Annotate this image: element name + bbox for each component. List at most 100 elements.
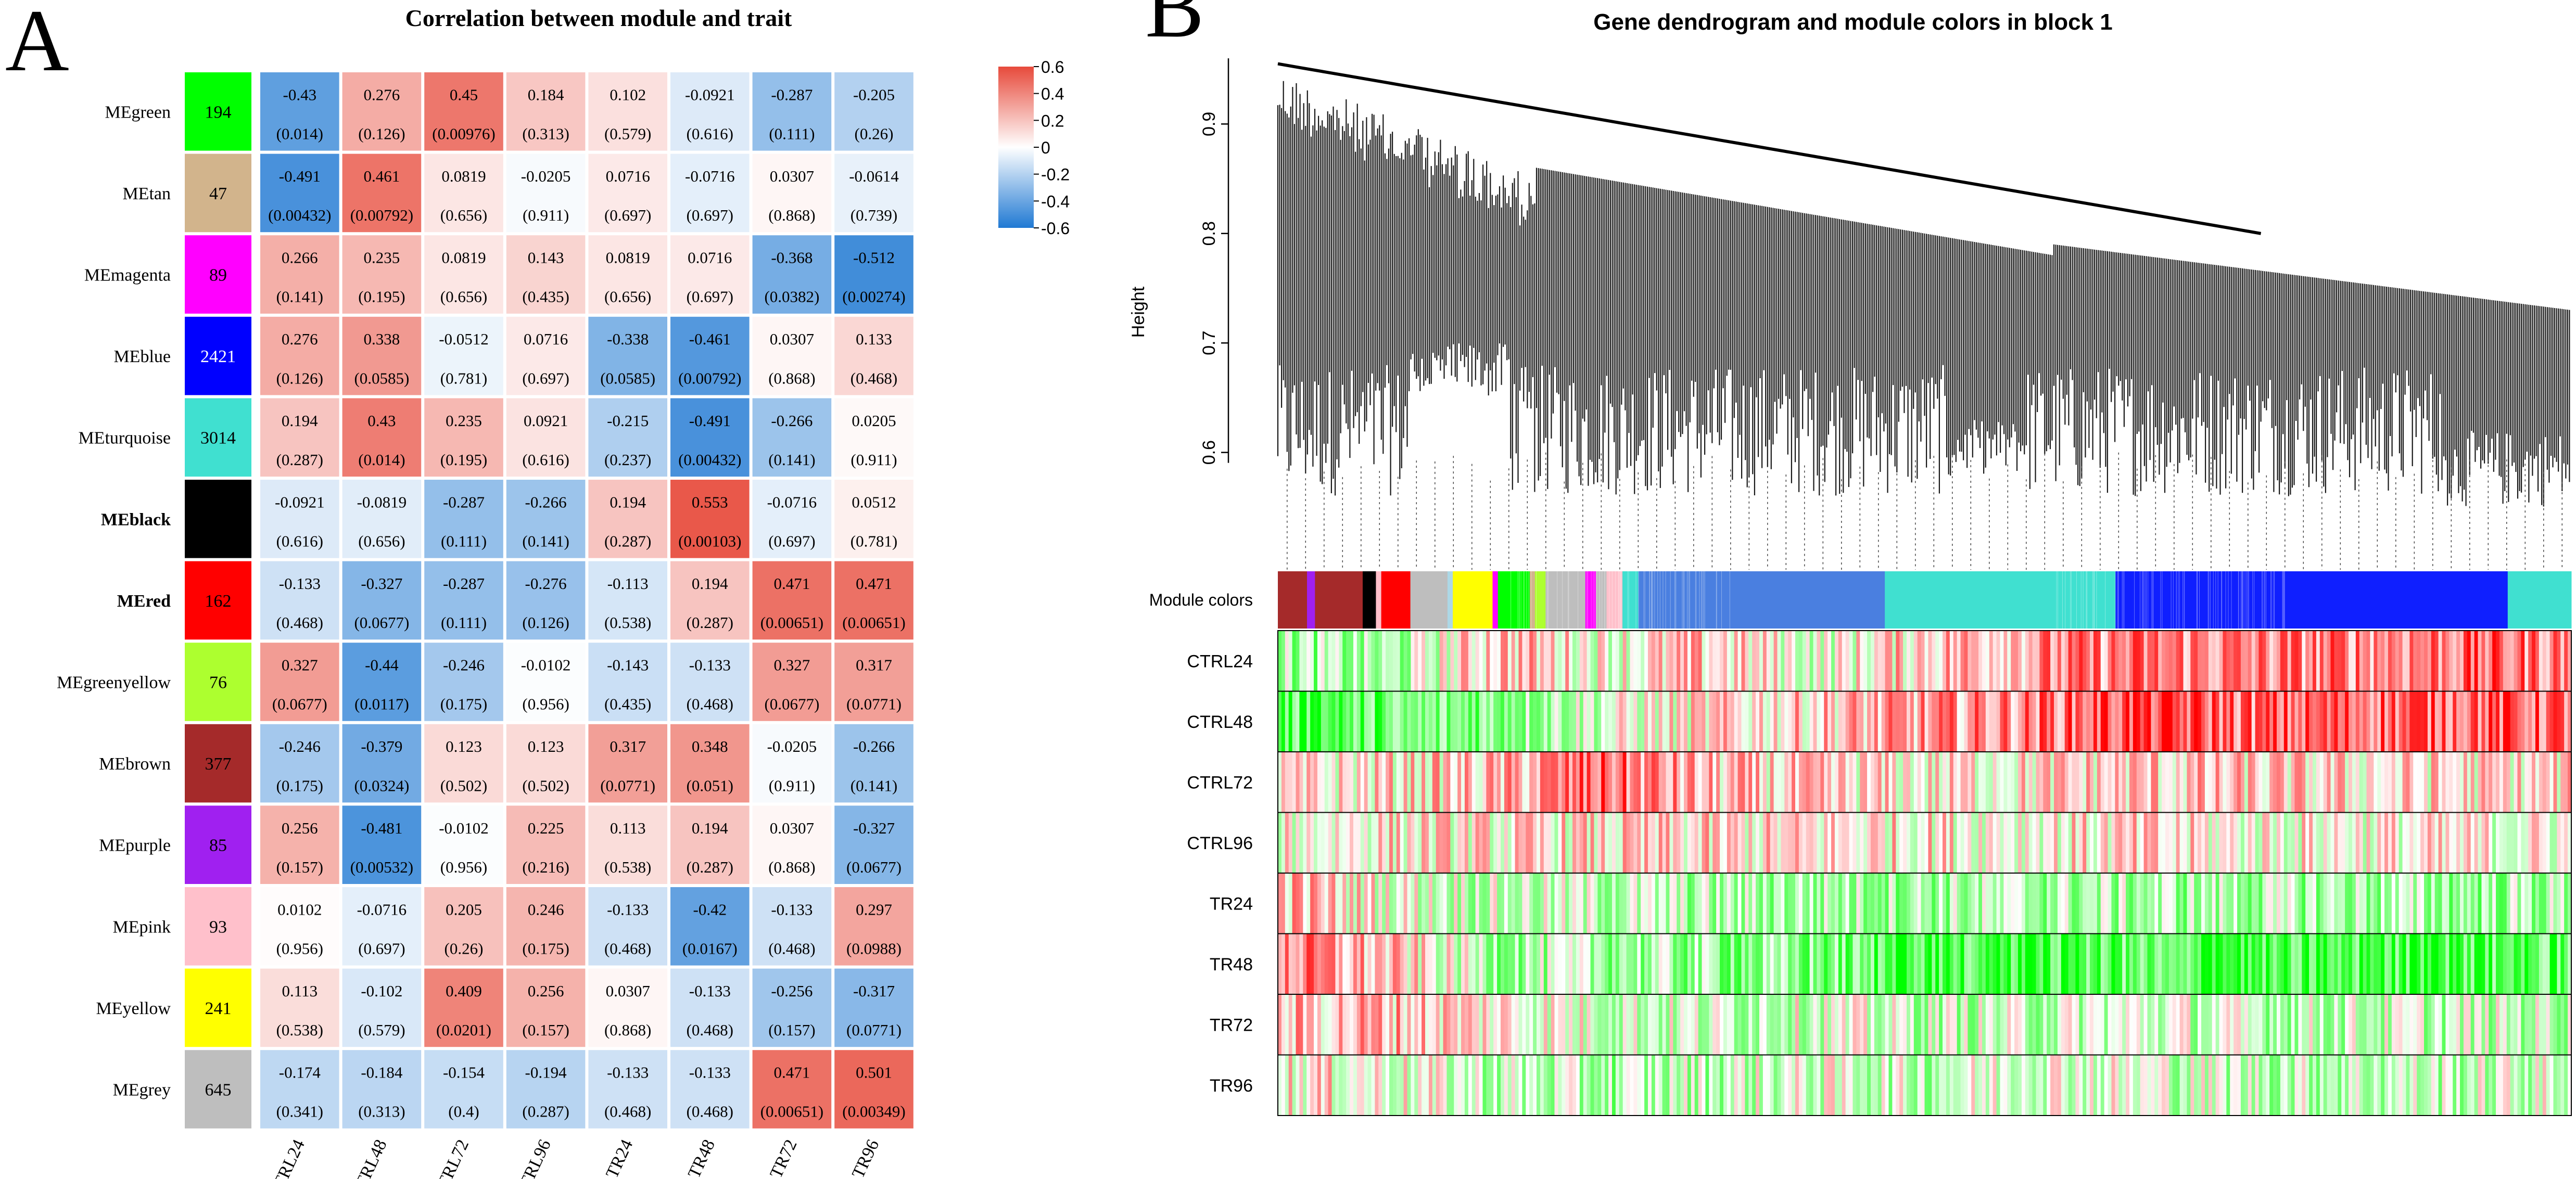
trait-stripe <box>1709 631 1713 691</box>
trait-stripe <box>1378 812 1382 873</box>
trait-stripe <box>1389 994 1393 1055</box>
trait-stripe <box>2463 933 2468 994</box>
trait-stripe <box>1903 933 1907 994</box>
trait-stripe <box>1454 812 1458 873</box>
trait-stripe <box>1637 873 1641 934</box>
trait-stripe <box>1356 691 1361 752</box>
trait-stripe <box>2126 631 2130 691</box>
trait-stripe <box>1507 752 1512 813</box>
trait-stripe <box>1781 812 1785 873</box>
trait-stripe <box>2021 994 2026 1055</box>
cell-correlation: -0.0205 <box>521 167 571 185</box>
cell-correlation: -0.44 <box>365 656 399 674</box>
trait-stripe <box>2064 873 2069 934</box>
trait-stripe <box>1809 994 1814 1055</box>
trait-stripe <box>1662 631 1667 691</box>
trait-stripe <box>2057 994 2062 1055</box>
trait-stripe <box>2201 631 2205 691</box>
trait-stripe <box>2068 631 2073 691</box>
trait-stripe <box>1360 994 1365 1055</box>
trait-stripe <box>2395 1055 2400 1116</box>
trait-stripe <box>1411 1055 1415 1116</box>
trait-stripe <box>1537 994 1541 1055</box>
trait-stripe <box>1396 752 1401 813</box>
trait-stripe <box>2359 631 2364 691</box>
trait-stripe <box>2028 933 2033 994</box>
trait-stripe <box>2215 631 2220 691</box>
trait-stripe <box>1590 812 1595 873</box>
cell-correlation: 0.0512 <box>852 493 896 511</box>
cell-correlation: -0.266 <box>771 412 813 430</box>
trait-label: CTRL48 <box>347 1137 391 1179</box>
trait-stripe <box>2061 752 2065 813</box>
trait-stripe <box>1770 994 1774 1055</box>
trait-stripe <box>2215 691 2220 752</box>
trait-stripe <box>2377 691 2381 752</box>
trait-stripe <box>2011 691 2015 752</box>
heatmap-cell <box>752 72 832 151</box>
trait-stripe <box>1400 812 1404 873</box>
trait-stripe <box>1727 631 1731 691</box>
trait-stripe <box>2043 691 2047 752</box>
trait-stripe <box>1694 631 1699 691</box>
trait-stripe <box>1486 631 1490 691</box>
trait-stripe <box>2352 873 2356 934</box>
trait-stripe <box>1486 752 1490 813</box>
trait-stripe <box>2179 873 2184 934</box>
panel-a: A Correlation between module and trait M… <box>5 0 1070 1179</box>
cell-correlation: -0.491 <box>689 412 731 430</box>
cell-pvalue: (0.00651) <box>760 613 823 632</box>
trait-stripe <box>1306 1055 1311 1116</box>
heatmap-cell <box>506 398 586 477</box>
trait-stripe <box>1996 631 2001 691</box>
trait-stripe <box>1762 1055 1767 1116</box>
trait-stripe <box>2374 873 2378 934</box>
cell-correlation: -0.0819 <box>357 493 407 511</box>
trait-stripe <box>2449 631 2453 691</box>
heatmap-cell <box>588 968 667 1047</box>
trait-stripe <box>1932 691 1936 752</box>
trait-stripe <box>2294 1055 2299 1116</box>
trait-stripe <box>1533 752 1537 813</box>
trait-stripe <box>2298 752 2302 813</box>
cell-correlation: 0.0819 <box>606 249 650 267</box>
trait-stripe <box>1831 691 1835 752</box>
trait-stripe <box>2108 631 2112 691</box>
trait-stripe <box>2334 994 2338 1055</box>
trait-stripe <box>1968 631 1972 691</box>
trait-stripe <box>1500 691 1505 752</box>
trait-stripe <box>2154 1055 2159 1116</box>
trait-stripe <box>2391 933 2396 994</box>
trait-stripe <box>1932 933 1936 994</box>
trait-stripe <box>1712 752 1717 813</box>
trait-stripe <box>2115 631 2119 691</box>
trait-stripe <box>1802 631 1807 691</box>
heatmap-cell <box>506 968 586 1047</box>
trait-stripe <box>1928 691 1932 752</box>
trait-stripe <box>1856 691 1860 752</box>
trait-stripe <box>2542 631 2547 691</box>
trait-stripe <box>1709 1055 1713 1116</box>
trait-stripe <box>1960 631 1965 691</box>
trait-stripe <box>1975 994 1979 1055</box>
trait-stripe <box>2542 752 2547 813</box>
trait-stripe <box>1303 1055 1307 1116</box>
trait-stripe <box>1482 631 1487 691</box>
trait-stripe <box>2305 933 2309 994</box>
trait-stripe <box>1985 933 1990 994</box>
trait-stripe <box>1903 631 1907 691</box>
trait-stripe <box>2050 812 2054 873</box>
trait-stripe <box>1364 631 1368 691</box>
trait-stripe <box>2409 691 2414 752</box>
trait-stripe <box>2287 873 2292 934</box>
trait-stripe <box>1446 994 1451 1055</box>
trait-stripe <box>1522 873 1526 934</box>
trait-stripe <box>1583 933 1588 994</box>
cell-pvalue: (0.195) <box>358 288 405 306</box>
trait-stripe <box>2273 691 2277 752</box>
trait-stripe <box>1852 873 1857 934</box>
trait-stripe <box>2201 812 2205 873</box>
trait-stripe <box>1281 933 1286 994</box>
trait-stripe <box>1475 691 1480 752</box>
trait-stripe <box>1641 691 1645 752</box>
